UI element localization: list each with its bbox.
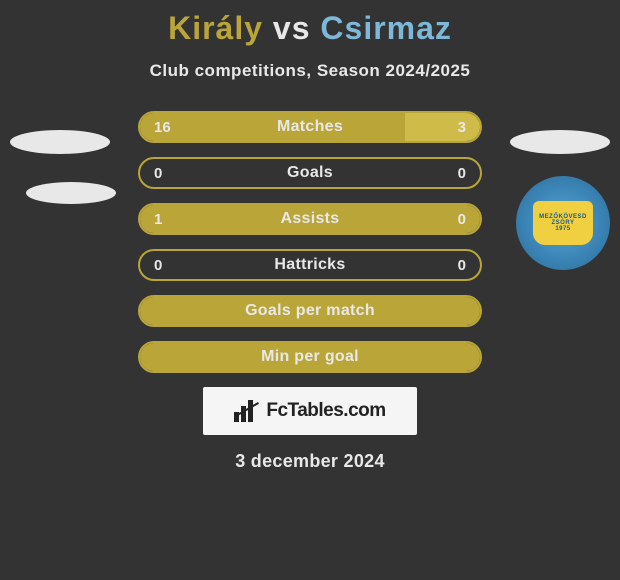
badge-shield: MEZŐKÖVESD ZSÓRY 1975 <box>533 201 593 245</box>
logo-shape <box>26 182 116 204</box>
player2-club-logo: MEZŐKÖVESD ZSÓRY 1975 <box>510 120 610 220</box>
subtitle: Club competitions, Season 2024/2025 <box>0 61 620 81</box>
date: 3 december 2024 <box>0 451 620 472</box>
bar-label: Goals <box>140 164 480 182</box>
bar-label: Assists <box>140 210 480 228</box>
stat-bar-min-per-goal: Min per goal <box>138 341 482 373</box>
club-badge: MEZŐKÖVESD ZSÓRY 1975 <box>516 176 610 270</box>
bar-label: Hattricks <box>140 256 480 274</box>
player2-name: Csirmaz <box>320 10 452 46</box>
fctables-icon <box>234 400 262 422</box>
stat-bar-assists: 10Assists <box>138 203 482 235</box>
vs-text: vs <box>273 10 311 46</box>
comparison-title: Király vs Csirmaz <box>0 0 620 47</box>
bar-label: Min per goal <box>140 348 480 366</box>
logo-shape <box>10 130 110 154</box>
stat-bar-goals-per-match: Goals per match <box>138 295 482 327</box>
stat-bar-goals: 00Goals <box>138 157 482 189</box>
stat-bar-matches: 163Matches <box>138 111 482 143</box>
logo-shape <box>510 130 610 154</box>
stat-bars: 163Matches 00Goals 10Assists 00Hattricks Goa… <box>138 111 482 373</box>
badge-year: 1975 <box>555 226 570 232</box>
bar-label: Goals per match <box>140 302 480 320</box>
fctables-logo: FcTables.com <box>203 387 417 435</box>
fctables-text: FcTables.com <box>266 400 385 422</box>
player1-name: Király <box>168 10 263 46</box>
player1-club-logo <box>10 120 110 220</box>
bar-label: Matches <box>140 118 480 136</box>
stat-bar-hattricks: 00Hattricks <box>138 249 482 281</box>
